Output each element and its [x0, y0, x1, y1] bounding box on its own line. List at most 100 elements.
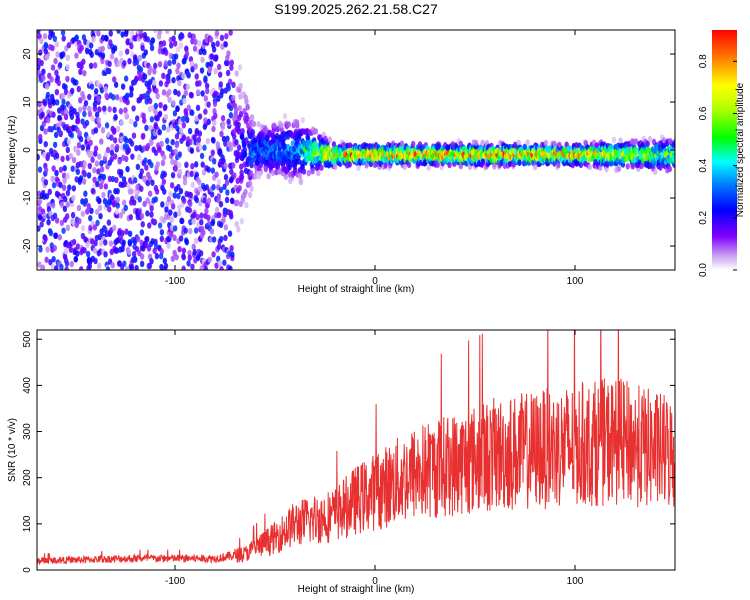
spectrogram-cell — [194, 115, 199, 122]
spectrogram-cell — [227, 230, 233, 237]
spectrogram-cell — [85, 208, 90, 215]
spectrogram-cell — [96, 262, 102, 270]
spectrogram-cell — [162, 188, 167, 195]
y-tick-label: 300 — [22, 423, 33, 440]
spectrogram-cell — [170, 203, 176, 210]
spectrogram-cell — [78, 97, 83, 104]
spectrogram-cell — [245, 160, 250, 168]
spectrogram-cell — [59, 263, 64, 270]
spectrogram-cell — [209, 228, 215, 235]
spectrogram-cell — [120, 83, 126, 90]
spectrogram-cell — [126, 147, 132, 154]
spectrogram-cell — [95, 180, 100, 188]
spectrogram-cell — [142, 73, 148, 80]
colorbar-tick-label: 0.2 — [698, 210, 709, 224]
spectrogram-cell — [181, 247, 187, 254]
spectrogram-cell — [206, 197, 212, 204]
spectrogram-cell — [39, 221, 44, 228]
spectrogram-cell — [169, 42, 174, 49]
spectrogram-cell — [107, 60, 112, 68]
spectrogram-cell — [240, 197, 245, 204]
spectrogram-cell — [372, 161, 378, 169]
spectrogram-cell — [158, 80, 164, 87]
spectrogram-cell — [112, 127, 117, 134]
spectrogram-cell — [153, 108, 158, 115]
spectrogram-cell — [106, 198, 112, 206]
spectrogram-cell — [42, 33, 48, 40]
spectrogram-cell — [137, 208, 142, 216]
spectrogram-cell — [63, 113, 69, 121]
spectrogram-cell — [107, 206, 112, 213]
spectrogram-cell — [52, 212, 58, 219]
spectrogram-cell — [200, 90, 205, 97]
y-tick-label: -10 — [22, 190, 33, 205]
spectrogram-cell — [58, 166, 64, 173]
spectrogram-cell — [181, 254, 186, 261]
spectrogram-cell — [39, 59, 44, 67]
spectrogram-cell — [57, 234, 63, 241]
spectrogram-cell — [103, 251, 108, 258]
spectrogram-cell — [198, 144, 203, 151]
spectrogram-cell — [48, 210, 53, 217]
spectrogram-cell — [68, 152, 74, 160]
spectrogram-cell — [101, 173, 107, 181]
spectrogram-cell — [190, 263, 195, 270]
spectrogram-cell — [65, 146, 70, 154]
spectrogram-cell — [70, 165, 75, 172]
spectrogram-cell — [153, 30, 158, 34]
spectrogram-cell — [76, 142, 82, 149]
spectrogram-cell — [197, 40, 202, 47]
spectrogram-cell — [114, 247, 120, 254]
spectrogram-cell — [48, 259, 53, 266]
spectrogram-cell — [44, 256, 49, 263]
spectrogram-cell — [170, 255, 176, 262]
spectrogram-cell — [50, 202, 56, 209]
spectrogram-cell — [150, 37, 155, 44]
spectrogram-cell — [162, 171, 168, 178]
spectrogram-cell — [223, 234, 228, 242]
spectrogram-cell — [171, 76, 176, 84]
spectrogram-cell — [231, 162, 236, 169]
spectrogram-cell — [124, 30, 129, 37]
spectrogram-cell — [49, 76, 54, 83]
spectrogram-cell — [57, 114, 62, 122]
spectrogram-cell — [153, 102, 159, 110]
spectrogram-cell — [155, 161, 160, 168]
spectrogram-cell — [153, 196, 159, 203]
spectrogram-cell — [41, 74, 46, 82]
spectrogram-cell — [274, 168, 279, 176]
spectrogram-cell — [130, 153, 135, 160]
colorbar-label: Normalized spectral amplitude — [735, 82, 746, 217]
spectrogram-cell — [77, 217, 82, 225]
spectrogram-cell — [110, 143, 115, 151]
spectrogram-cell — [85, 250, 91, 258]
spectrogram-cell — [159, 263, 164, 270]
x-tick-label: 100 — [567, 576, 584, 587]
spectrogram-cell — [76, 204, 82, 212]
spectrogram-cell — [132, 199, 137, 206]
spectrogram-cell — [178, 42, 184, 49]
spectrogram-cell — [184, 239, 190, 246]
spectrogram-cell — [37, 100, 42, 108]
spectrogram-cell — [124, 137, 129, 144]
spectrogram-cell — [211, 137, 216, 144]
spectrogram-cell — [616, 165, 622, 172]
spectrogram-cell — [103, 86, 108, 93]
spectrogram-cell — [97, 197, 102, 205]
spectrogram-cell — [126, 182, 131, 190]
spectrogram-cell — [103, 183, 109, 190]
spectrogram-cell — [201, 169, 207, 176]
spectrogram-cell — [177, 246, 182, 253]
spectrogram-cell — [50, 175, 55, 183]
spectrogram-cell — [112, 106, 117, 114]
spectrogram-cell — [228, 112, 234, 119]
spectrogram-cell — [194, 161, 199, 168]
spectrogram-cell — [237, 184, 242, 192]
spectrogram-cell — [239, 218, 245, 225]
spectrogram-cell — [37, 63, 41, 71]
spectrogram-cell — [159, 235, 165, 243]
spectrogram-cell — [173, 211, 178, 218]
spectrogram-cell — [44, 193, 50, 200]
snr-ylabel: SNR (10 * v/v) — [7, 418, 18, 482]
spectrogram-cell — [139, 185, 144, 192]
